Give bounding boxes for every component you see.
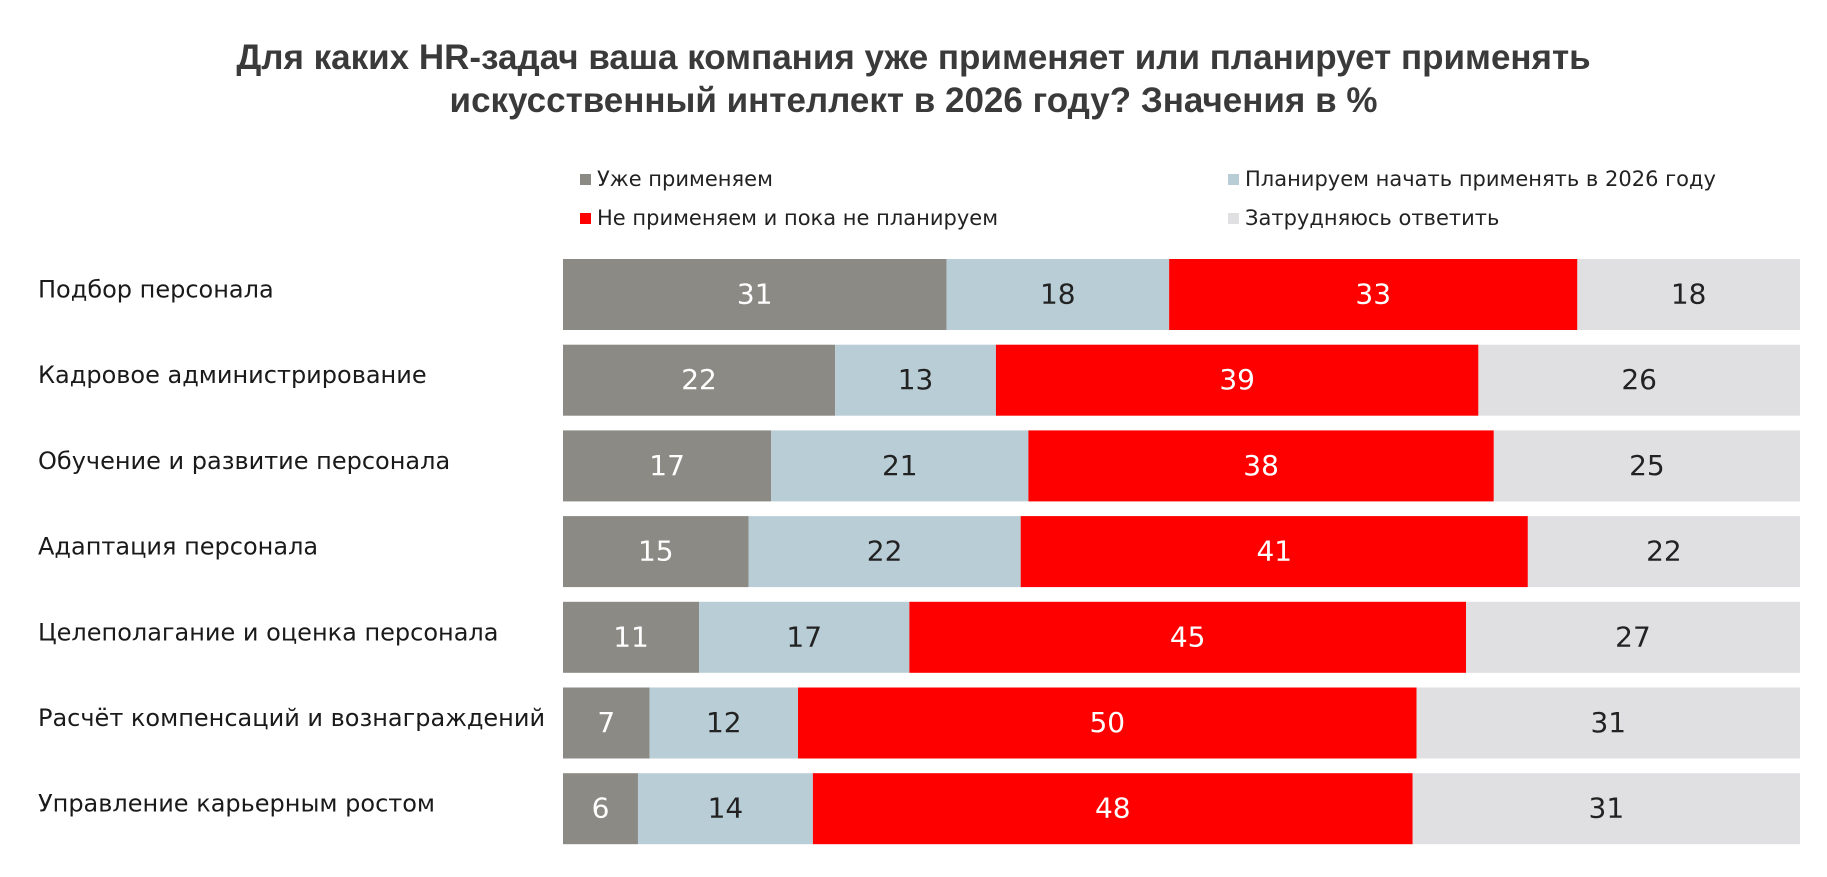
data-label: 7 bbox=[597, 706, 615, 739]
bar-segment bbox=[1416, 687, 1800, 759]
bar-segment bbox=[699, 601, 910, 673]
bar-row: Расчёт компенсаций и вознаграждений 7 12 50… bbox=[38, 687, 1800, 759]
bar-segment bbox=[563, 601, 700, 673]
data-label: 25 bbox=[1629, 449, 1665, 482]
chart-title: Для каких HR-задач ваша компания уже при… bbox=[0, 36, 1827, 122]
data-label: 50 bbox=[1089, 706, 1125, 739]
data-label: 22 bbox=[681, 363, 717, 396]
category-label: Управление карьерным ростом bbox=[38, 790, 435, 818]
bar-row: Целеполагание и оценка персонала 11 17 45 27 bbox=[38, 601, 1800, 673]
data-label: 13 bbox=[898, 363, 934, 396]
data-label: 48 bbox=[1095, 792, 1131, 825]
bar-segment bbox=[563, 259, 947, 330]
legend-label-plan-2026: Планируем начать применять в 2026 году bbox=[1245, 167, 1716, 191]
data-label: 6 bbox=[592, 792, 610, 825]
bar-segment bbox=[1577, 259, 1800, 330]
category-label: Кадровое администрирование bbox=[38, 361, 427, 389]
category-label: Подбор персонала bbox=[38, 276, 274, 304]
bar-segment bbox=[835, 344, 996, 416]
legend-item-plan-2026: Планируем начать применять в 2026 году bbox=[1228, 164, 1716, 194]
bar-segment bbox=[946, 259, 1170, 330]
category-label: Адаптация персонала bbox=[38, 533, 318, 561]
bar-row: Обучение и развитие персонала 17 21 38 25 bbox=[38, 430, 1800, 502]
data-label: 21 bbox=[882, 449, 918, 482]
bar-segment bbox=[909, 601, 1467, 673]
bar-row: Кадровое администрирование 22 13 39 26 bbox=[38, 344, 1800, 416]
legend-swatch-already-use bbox=[580, 173, 591, 185]
data-label: 33 bbox=[1355, 278, 1391, 311]
legend-swatch-not-planning bbox=[580, 212, 591, 224]
bar-segment bbox=[563, 430, 772, 502]
bar-segment bbox=[563, 516, 749, 588]
legend-label-already-use: Уже применяем bbox=[597, 167, 773, 191]
data-label: 18 bbox=[1040, 278, 1076, 311]
bar-segment bbox=[649, 687, 799, 759]
legend-item-already-use: Уже применяем bbox=[580, 164, 773, 194]
data-label: 17 bbox=[649, 449, 685, 482]
chart-legend: Уже применяем Планируем начать применять… bbox=[0, 0, 1827, 240]
bar-segment bbox=[563, 344, 836, 416]
legend-swatch-plan-2026 bbox=[1228, 173, 1239, 185]
bar-segment bbox=[563, 773, 638, 845]
chart-title-line-2: искусственный интеллект в 2026 году? Зна… bbox=[449, 81, 1378, 120]
category-label: Расчёт компенсаций и вознаграждений bbox=[38, 704, 545, 732]
bar-segment bbox=[812, 773, 1413, 845]
bar-segment bbox=[1412, 773, 1800, 845]
data-label: 39 bbox=[1219, 363, 1255, 396]
chart-title-line-1: Для каких HR-задач ваша компания уже при… bbox=[236, 38, 1591, 77]
bar-segment bbox=[1527, 516, 1800, 588]
data-label: 45 bbox=[1170, 620, 1206, 653]
bar-segment bbox=[1169, 259, 1578, 330]
legend-label-hard-to-say: Затрудняюсь ответить bbox=[1245, 206, 1500, 230]
data-label: 27 bbox=[1615, 620, 1651, 653]
bar-segment bbox=[1028, 430, 1494, 502]
data-label: 26 bbox=[1621, 363, 1657, 396]
data-label: 41 bbox=[1256, 535, 1292, 568]
bar-segment bbox=[1466, 601, 1800, 673]
bar-segment bbox=[637, 773, 813, 845]
data-label: 22 bbox=[867, 535, 903, 568]
bar-segment bbox=[798, 687, 1417, 759]
legend-swatch-hard-to-say bbox=[1228, 212, 1239, 224]
data-label: 38 bbox=[1243, 449, 1279, 482]
data-label: 11 bbox=[613, 620, 649, 653]
legend-item-not-planning: Не применяем и пока не планируем bbox=[580, 203, 998, 233]
data-label: 17 bbox=[786, 620, 822, 653]
data-label: 12 bbox=[706, 706, 742, 739]
bar-row: Подбор персонала 31 18 33 18 bbox=[38, 259, 1800, 330]
data-label: 31 bbox=[1589, 792, 1625, 825]
bar-segment bbox=[1020, 516, 1528, 588]
bar-segment bbox=[995, 344, 1479, 416]
bar-row: Адаптация персонала 15 22 41 22 bbox=[38, 516, 1800, 588]
data-label: 31 bbox=[1590, 706, 1626, 739]
bar-segment bbox=[1478, 344, 1800, 416]
category-label: Целеполагание и оценка персонала bbox=[38, 618, 498, 646]
data-label: 31 bbox=[737, 278, 773, 311]
legend-item-hard-to-say: Затрудняюсь ответить bbox=[1228, 203, 1499, 233]
data-label: 15 bbox=[638, 535, 674, 568]
legend-label-not-planning: Не применяем и пока не планируем bbox=[597, 206, 999, 230]
bar-segment bbox=[1493, 430, 1800, 502]
bar-segment bbox=[748, 516, 1021, 588]
data-label: 22 bbox=[1646, 535, 1682, 568]
bar-row: Управление карьерным ростом 6 14 48 31 bbox=[38, 773, 1800, 845]
data-label: 14 bbox=[708, 792, 744, 825]
bar-segment bbox=[771, 430, 1029, 502]
category-label: Обучение и развитие персонала bbox=[38, 447, 450, 475]
bar-segment bbox=[563, 687, 650, 759]
data-label: 18 bbox=[1671, 278, 1707, 311]
